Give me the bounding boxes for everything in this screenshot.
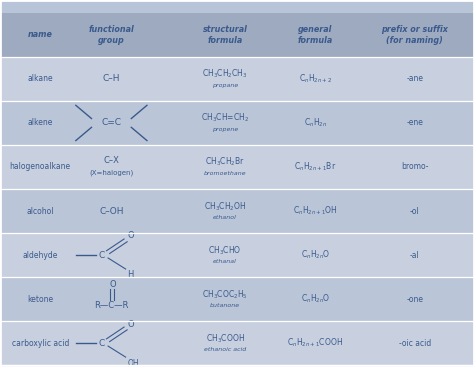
Text: C–X: C–X [103, 156, 119, 165]
Bar [0, 233, 474, 277]
Text: C: C [99, 339, 105, 348]
Text: structural
formula: structural formula [203, 25, 247, 44]
Text: ketone: ketone [27, 295, 54, 304]
Text: C$_n$H$_{2n}$O: C$_n$H$_{2n}$O [301, 293, 330, 305]
Text: name: name [28, 30, 53, 39]
Bar [0, 145, 474, 189]
Text: C$_n$H$_{2n+1}$Br: C$_n$H$_{2n+1}$Br [294, 161, 337, 173]
Bar [0, 321, 474, 365]
Text: ethanol: ethanol [213, 215, 237, 220]
Text: C$_n$H$_{2n}$O: C$_n$H$_{2n}$O [301, 249, 330, 261]
Text: O: O [109, 280, 116, 289]
Text: halogenoalkane: halogenoalkane [10, 163, 71, 171]
Text: OH: OH [128, 359, 139, 367]
Text: (X=halogen): (X=halogen) [89, 169, 134, 176]
Text: CH$_3$CH$_2$Br: CH$_3$CH$_2$Br [205, 156, 245, 168]
Text: C$_n$H$_{2n}$: C$_n$H$_{2n}$ [303, 117, 327, 129]
Text: alkane: alkane [27, 75, 53, 83]
Text: bromo-: bromo- [401, 163, 428, 171]
Text: CH$_3$CH$_2$CH$_3$: CH$_3$CH$_2$CH$_3$ [202, 68, 248, 80]
Text: CH$_3$CHO: CH$_3$CHO [209, 244, 242, 257]
Bar [0, 13, 474, 57]
Bar [0, 57, 474, 101]
Text: H: H [127, 270, 134, 279]
Text: -ene: -ene [406, 119, 423, 127]
Bar [0, 189, 474, 233]
Text: carboxylic acid: carboxylic acid [11, 339, 69, 348]
Text: O: O [128, 320, 135, 328]
Text: C–OH: C–OH [99, 207, 124, 215]
Text: -ol: -ol [410, 207, 419, 215]
Text: propane: propane [212, 83, 238, 88]
Text: aldehyde: aldehyde [23, 251, 58, 259]
Text: -ane: -ane [406, 75, 423, 83]
Text: CH$_3$CH$_2$OH: CH$_3$CH$_2$OH [204, 200, 246, 212]
Text: C–H: C–H [103, 75, 120, 83]
Text: C$_n$H$_{2n+2}$: C$_n$H$_{2n+2}$ [299, 73, 332, 85]
Text: O: O [127, 232, 134, 240]
Text: ethanoic acid: ethanoic acid [204, 347, 246, 352]
Text: CH$_3$COC$_2$H$_5$: CH$_3$COC$_2$H$_5$ [202, 288, 248, 301]
Text: -one: -one [406, 295, 423, 304]
Bar [0, 277, 474, 321]
Text: alcohol: alcohol [27, 207, 54, 215]
Text: bromoethane: bromoethane [204, 171, 246, 176]
Text: C$_n$H$_{2n+1}$COOH: C$_n$H$_{2n+1}$COOH [287, 337, 343, 349]
Text: C=C: C=C [101, 119, 121, 127]
Text: functional
group: functional group [89, 25, 134, 44]
Text: alkene: alkene [27, 119, 53, 127]
Text: C$_n$H$_{2n+1}$OH: C$_n$H$_{2n+1}$OH [293, 205, 337, 217]
Bar [0, 101, 474, 145]
Text: prefix or suffix
(for naming): prefix or suffix (for naming) [381, 25, 448, 44]
Text: butanone: butanone [210, 303, 240, 308]
Text: general
formula: general formula [298, 25, 333, 44]
Text: ethanal: ethanal [213, 259, 237, 264]
Text: propene: propene [212, 127, 238, 132]
Text: CH$_3$COOH: CH$_3$COOH [206, 332, 245, 345]
Text: CH$_3$CH=CH$_2$: CH$_3$CH=CH$_2$ [201, 112, 249, 124]
Text: R—C—R: R—C—R [94, 301, 128, 310]
Text: -al: -al [410, 251, 419, 259]
Text: C: C [99, 251, 105, 259]
Text: -oic acid: -oic acid [399, 339, 431, 348]
